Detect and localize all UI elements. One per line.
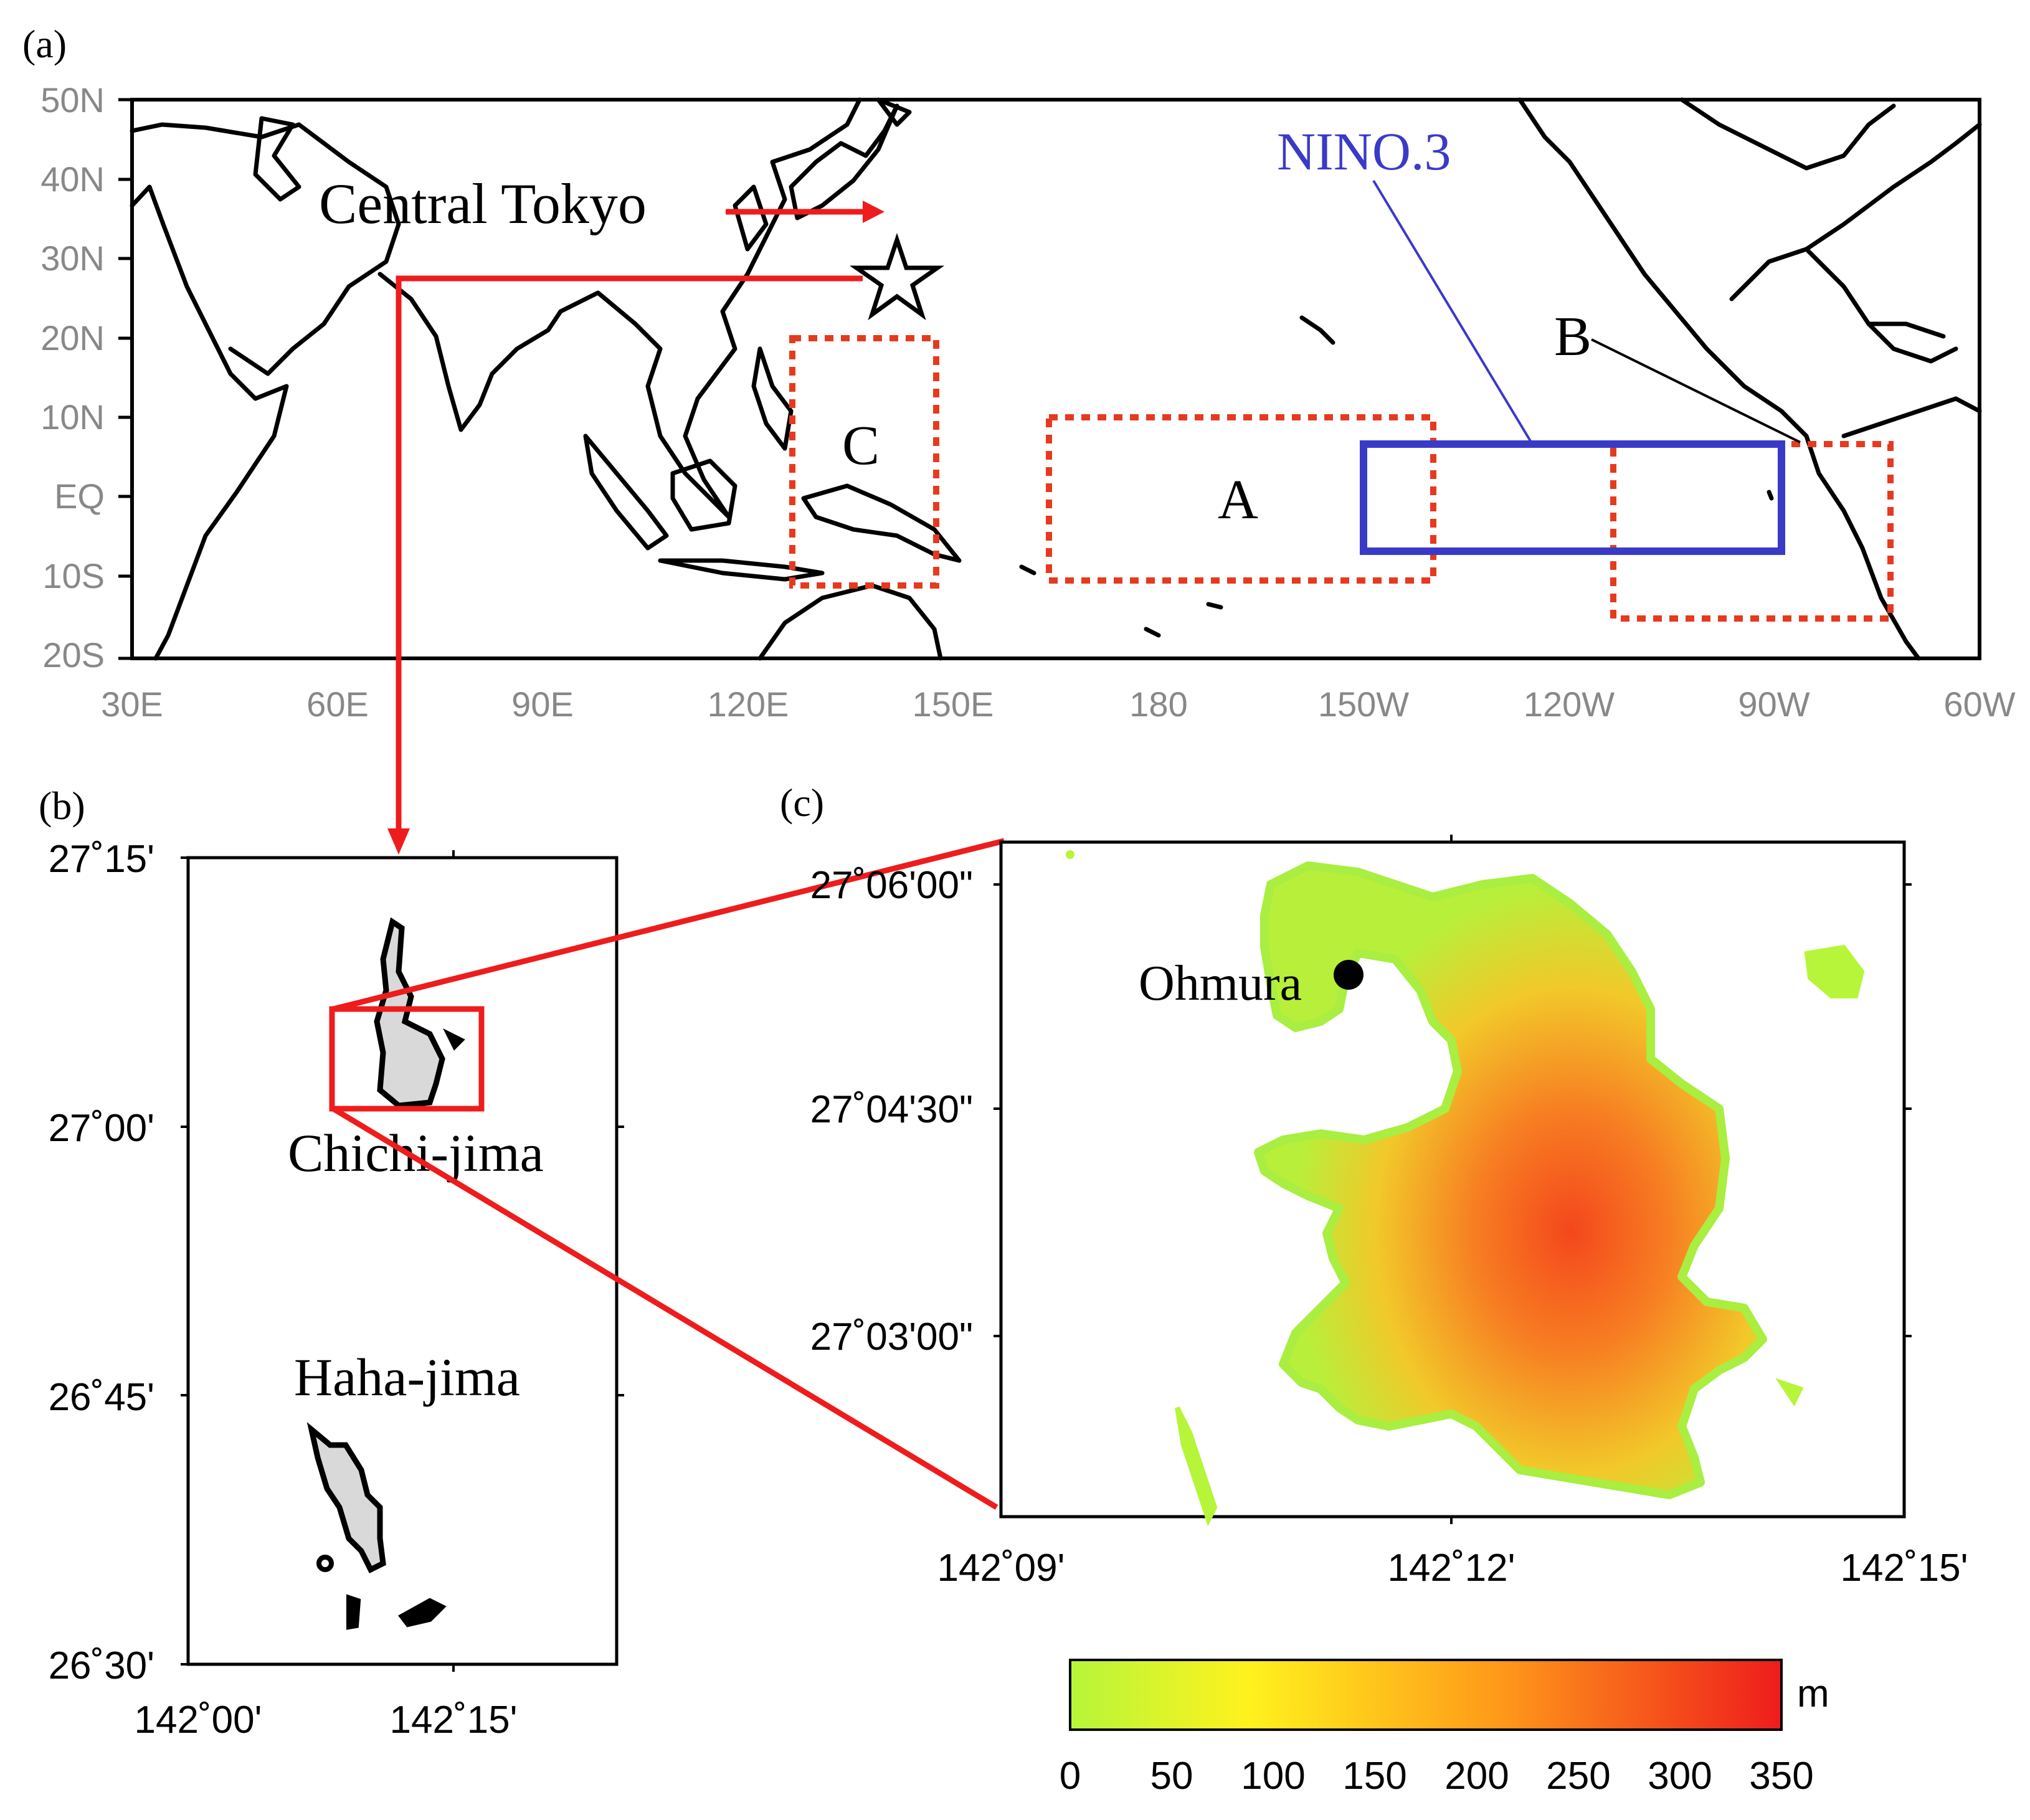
station-marker <box>1334 960 1364 990</box>
colorbar-tick: 350 <box>1749 1755 1813 1798</box>
lat-tick-c: 27˚06'00" <box>810 864 973 907</box>
haha-jima-island <box>306 1422 386 1574</box>
panel-b-map: 27˚15' 27˚00' 26˚45' 26˚30' 142˚00' 142˚… <box>49 838 624 1742</box>
lat-tick-b: 27˚00' <box>49 1107 154 1150</box>
lon-tick-a: 150E <box>913 685 994 724</box>
lon-tick-c: 142˚15' <box>1841 1547 1968 1590</box>
tokyo-arrowhead <box>863 201 885 223</box>
coastlines <box>130 97 1982 661</box>
lon-tick-b: 142˚00' <box>135 1699 262 1742</box>
nino3-label: NINO.3 <box>1277 121 1451 181</box>
region-b-box <box>1610 441 1894 622</box>
chichi-jima-island <box>374 917 445 1109</box>
haha-jima-label: Haha-jima <box>294 1347 520 1407</box>
zoom-box <box>329 1006 485 1112</box>
lat-tick-b: 27˚15' <box>49 838 154 881</box>
chichi-jima-label: Chichi-jima <box>288 1123 544 1183</box>
region-a-label: A <box>1218 469 1258 531</box>
lon-tick-a: 120W <box>1524 685 1615 724</box>
lat-tick-a: 10N <box>40 397 105 437</box>
region-c-box <box>789 335 939 589</box>
panel-a-label: (a) <box>22 22 67 66</box>
zoom-line-top <box>332 838 1005 1012</box>
lat-tick-c: 27˚03'00" <box>810 1315 973 1358</box>
lon-tick-a: 120E <box>708 685 789 724</box>
lon-tick-a: 30E <box>101 685 163 724</box>
region-c-label: C <box>842 415 880 476</box>
nino3-leader <box>1372 179 1534 445</box>
panel-a-map: 50N 40N 30N 20N 10N EQ 10S 20S 30E 60E 9… <box>40 80 2016 855</box>
star-icon <box>849 232 945 321</box>
lat-tick-a: 30N <box>40 239 105 278</box>
lat-tick-a: 50N <box>40 80 105 120</box>
colorbar-tick: 0 <box>1060 1755 1081 1798</box>
ogasawara-arrow <box>396 275 863 835</box>
colorbar-tick: 250 <box>1546 1755 1610 1798</box>
lat-tick-a: 20N <box>40 318 105 358</box>
lat-tick-b: 26˚30' <box>49 1644 154 1687</box>
lon-tick-a: 180 <box>1129 685 1187 724</box>
panel-b-label: (b) <box>39 784 85 828</box>
lon-tick-a: 60E <box>306 685 369 724</box>
colorbar-tick: 150 <box>1342 1755 1406 1798</box>
lon-tick-a: 150W <box>1318 685 1409 724</box>
lon-tick-a: 90E <box>511 685 574 724</box>
central-tokyo-label: Central Tokyo <box>319 172 647 235</box>
colorbar-gradient <box>1069 1659 1783 1731</box>
panel-c-map: Ohmura 27˚06'00" 27˚04'30" 27˚03'00" 142… <box>810 835 1968 1590</box>
lat-tick-a: 10S <box>42 556 105 595</box>
lat-tick-a: EQ <box>54 476 105 516</box>
panel-c-label: (c) <box>780 780 824 825</box>
lon-tick-a: 90W <box>1738 685 1809 724</box>
region-b-leader <box>1591 338 1801 443</box>
region-b-label: B <box>1554 306 1591 367</box>
lat-tick-a: 40N <box>40 159 105 199</box>
lon-tick-a: 60W <box>1943 685 2015 724</box>
colorbar-tick: 300 <box>1648 1755 1712 1798</box>
lon-tick-b: 142˚15' <box>390 1699 518 1742</box>
lon-tick-c: 142˚12' <box>1388 1547 1515 1590</box>
topography <box>1254 861 1767 1499</box>
colorbar: m 0 50 100 150 200 250 300 350 <box>1060 1659 1829 1798</box>
nino3-box <box>1360 440 1785 555</box>
colorbar-unit: m <box>1797 1672 1829 1715</box>
station-label: Ohmura <box>1139 956 1302 1011</box>
ogasawara-arrowhead <box>387 828 410 855</box>
lat-tick-a: 20S <box>42 635 105 675</box>
lat-tick-c: 27˚04'30" <box>810 1088 973 1131</box>
colorbar-tick: 200 <box>1444 1755 1509 1798</box>
colorbar-tick: 50 <box>1150 1755 1193 1798</box>
lon-tick-c: 142˚09' <box>937 1547 1065 1590</box>
colorbar-tick: 100 <box>1241 1755 1305 1798</box>
lat-tick-b: 26˚45' <box>49 1376 154 1419</box>
zoom-line-bottom <box>331 1106 998 1510</box>
